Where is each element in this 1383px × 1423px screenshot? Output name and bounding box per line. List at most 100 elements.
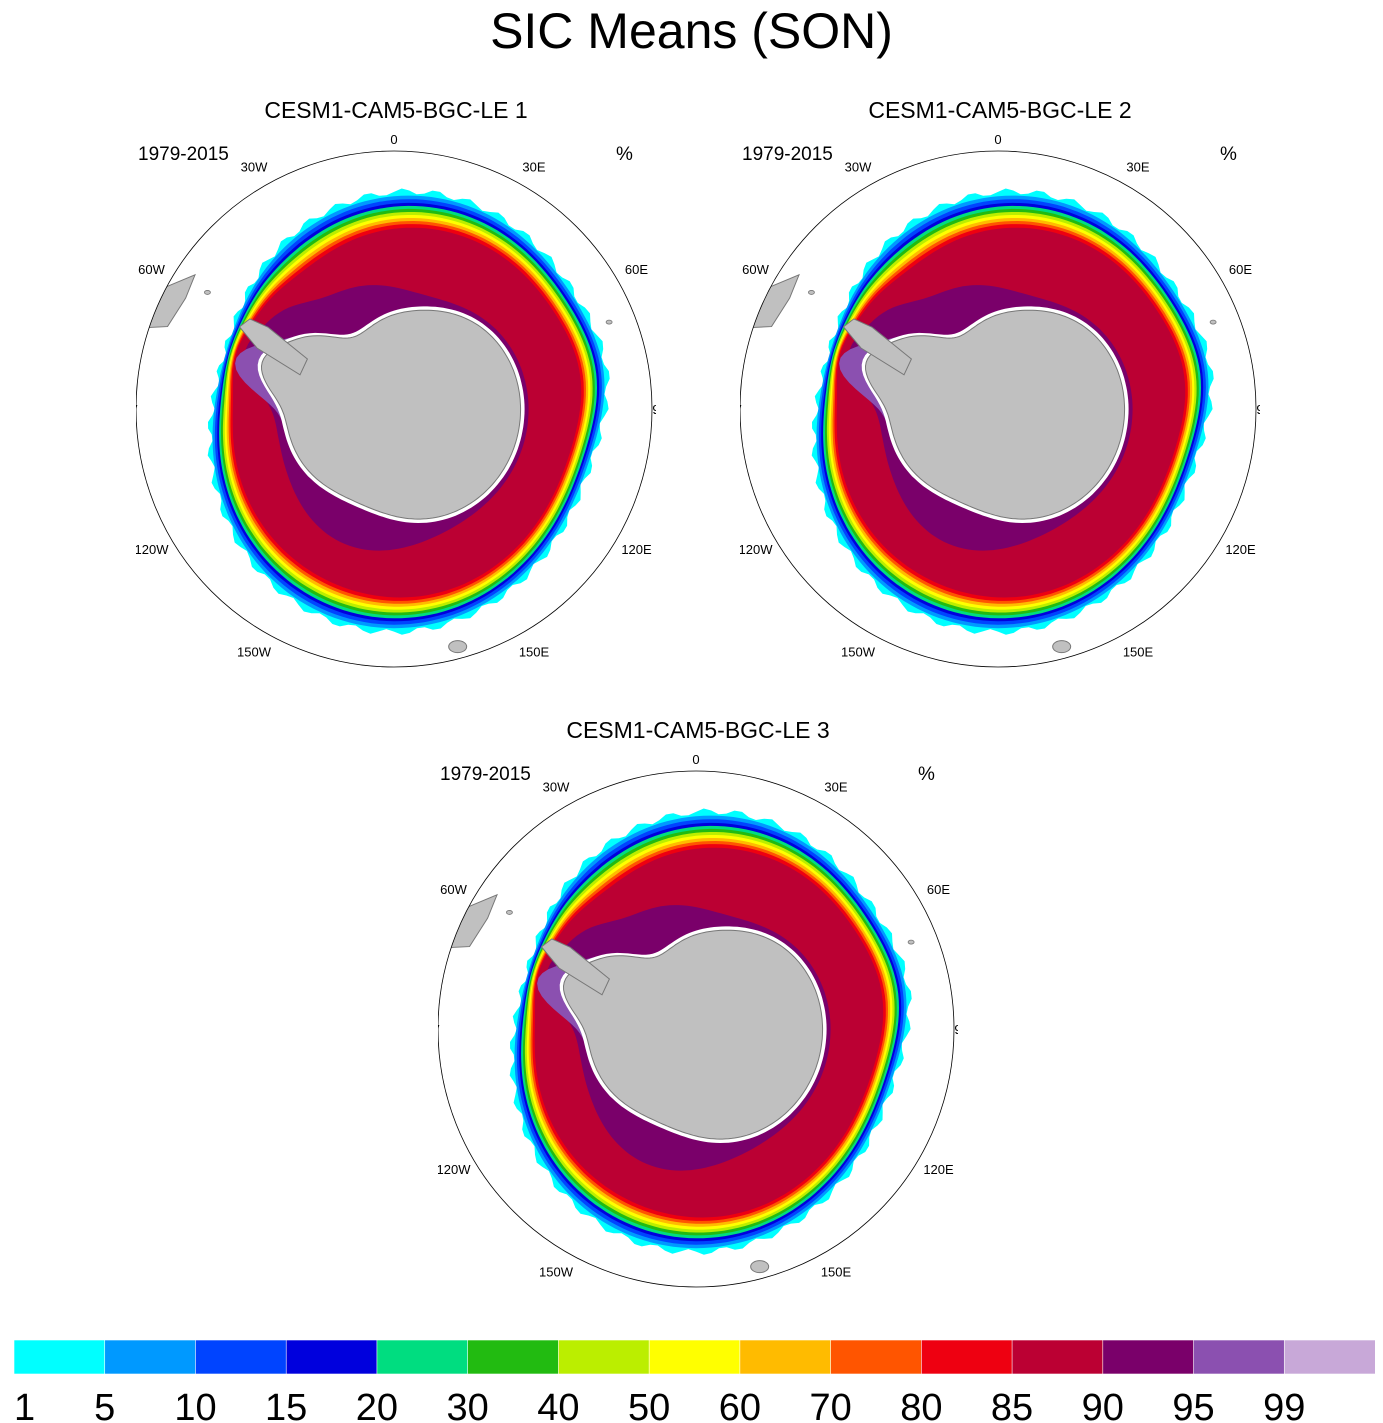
colorbar-label: 40 [537, 1387, 579, 1423]
panel-title: CESM1-CAM5-BGC-LE 3 [566, 717, 830, 743]
longitude-label: 30W [845, 160, 872, 175]
sea-ice-field [445, 808, 915, 1274]
island [506, 910, 513, 915]
longitude-label: 120W [438, 1162, 471, 1177]
panel-period: 1979-2015 [138, 144, 229, 165]
sea-ice-field [747, 188, 1217, 654]
longitude-label: 60E [625, 262, 648, 277]
colorbar-label: 5 [94, 1387, 115, 1423]
colorbar: 1 5 10 15 20 30 40 50 60 70 80 85 90 95 99 [14, 1340, 1375, 1423]
sea-ice-field [143, 188, 613, 654]
colorbar-label: 60 [719, 1387, 761, 1423]
colorbar-label: 30 [447, 1387, 489, 1423]
longitude-label: 90E [954, 1022, 958, 1037]
panel-title: CESM1-CAM5-BGC-LE 1 [264, 97, 528, 123]
longitude-label: 90W [438, 1022, 440, 1037]
panel-units: % [616, 144, 633, 165]
colorbar-swatch [14, 1340, 106, 1375]
longitude-label: 120E [1225, 542, 1256, 557]
colorbar-swatch [376, 1340, 469, 1375]
longitude-label: 90E [652, 402, 656, 417]
map-boundary [136, 150, 653, 668]
longitude-label: 0 [692, 754, 699, 767]
panel-units: % [1220, 144, 1237, 165]
colorbar-label: 15 [265, 1387, 307, 1423]
longitude-label: 180 [685, 1292, 707, 1294]
colorbar-swatch [739, 1340, 832, 1375]
map-panel-3: CESM1-CAM5-BGC-LE 3 1979-2015 % 0 30E 60E 9… [438, 716, 958, 1296]
figure-title: SIC Means (SON) [490, 3, 893, 59]
colorbar-label: 99 [1263, 1387, 1305, 1423]
colorbar-label: 90 [1082, 1387, 1124, 1423]
colorbar-swatch [1283, 1340, 1375, 1375]
colorbar-swatch [558, 1340, 650, 1375]
island [907, 939, 915, 945]
longitude-label: 150W [237, 645, 272, 660]
longitude-label: 30E [522, 160, 545, 175]
antarctic-peninsula [238, 318, 309, 376]
panel-units: % [918, 764, 935, 785]
longitude-label: 150E [1123, 645, 1154, 660]
longitude-label: 60W [138, 262, 165, 277]
longitude-label: 60W [440, 882, 467, 897]
map-boundary [740, 150, 1257, 668]
island [605, 319, 613, 325]
longitude-label: 90E [1256, 402, 1260, 417]
new-zealand-landmass [750, 1260, 770, 1274]
colorbar-swatch [648, 1340, 741, 1375]
map-panel-2: CESM1-CAM5-BGC-LE 2 1979-2015 % 0 30E 60E 9… [740, 96, 1260, 676]
longitude-label: 150E [519, 645, 550, 660]
longitude-label: 180 [987, 672, 1009, 674]
colorbar-label: 1 [14, 1387, 35, 1423]
longitude-label: 0 [390, 134, 397, 147]
colorbar-swatch [467, 1340, 560, 1375]
colorbar-swatch [104, 1340, 197, 1375]
polar-map: 0 30E 60E 90E 120E 150E 180 150W 120W 90W 60W 30W [136, 134, 656, 674]
colorbar-label: 70 [809, 1387, 851, 1423]
island [204, 290, 211, 295]
island [1209, 319, 1217, 325]
new-zealand-landmass [1052, 640, 1072, 654]
longitude-label: 150E [821, 1265, 852, 1280]
longitude-label: 150W [539, 1265, 574, 1280]
colorbar-label: 80 [900, 1387, 942, 1423]
panel-title: CESM1-CAM5-BGC-LE 2 [868, 97, 1132, 123]
map-boundary [438, 770, 955, 1288]
colorbar-swatch [1102, 1340, 1195, 1375]
longitude-label: 30E [1126, 160, 1149, 175]
longitude-label: 60E [927, 882, 950, 897]
colorbar-swatch [1011, 1340, 1104, 1375]
longitude-label: 90W [740, 402, 742, 417]
panel-period: 1979-2015 [742, 144, 833, 165]
colorbar-label: 85 [991, 1387, 1033, 1423]
longitude-label: 60E [1229, 262, 1252, 277]
colorbar-swatch [1193, 1340, 1286, 1375]
colorbar-swatch [195, 1340, 288, 1375]
colorbar-swatch [830, 1340, 923, 1375]
colorbar-swatch [921, 1340, 1013, 1375]
longitude-label: 30W [241, 160, 268, 175]
longitude-label: 150W [841, 645, 876, 660]
longitude-label: 120W [136, 542, 169, 557]
longitude-label: 30W [543, 780, 570, 795]
longitude-label: 90W [136, 402, 138, 417]
antarctic-peninsula [842, 318, 913, 376]
polar-map: 0 30E 60E 90E 120E 150E 180 150W 120W 90W 60W 30W [438, 754, 958, 1294]
longitude-label: 60W [742, 262, 769, 277]
longitude-label: 180 [383, 672, 405, 674]
longitude-label: 120W [740, 542, 773, 557]
longitude-label: 120E [621, 542, 652, 557]
longitude-label: 120E [923, 1162, 954, 1177]
longitude-label: 30E [824, 780, 847, 795]
new-zealand-landmass [448, 640, 468, 654]
polar-map: 0 30E 60E 90E 120E 150E 180 150W 120W 90W 60W 30W [740, 134, 1260, 674]
panel-period: 1979-2015 [440, 764, 531, 785]
antarctic-peninsula [540, 938, 611, 996]
colorbar-label: 50 [628, 1387, 670, 1423]
colorbar-label: 10 [174, 1387, 216, 1423]
colorbar-swatch [285, 1340, 378, 1375]
colorbar-label: 20 [356, 1387, 398, 1423]
longitude-label: 0 [994, 134, 1001, 147]
colorbar-label: 95 [1172, 1387, 1214, 1423]
